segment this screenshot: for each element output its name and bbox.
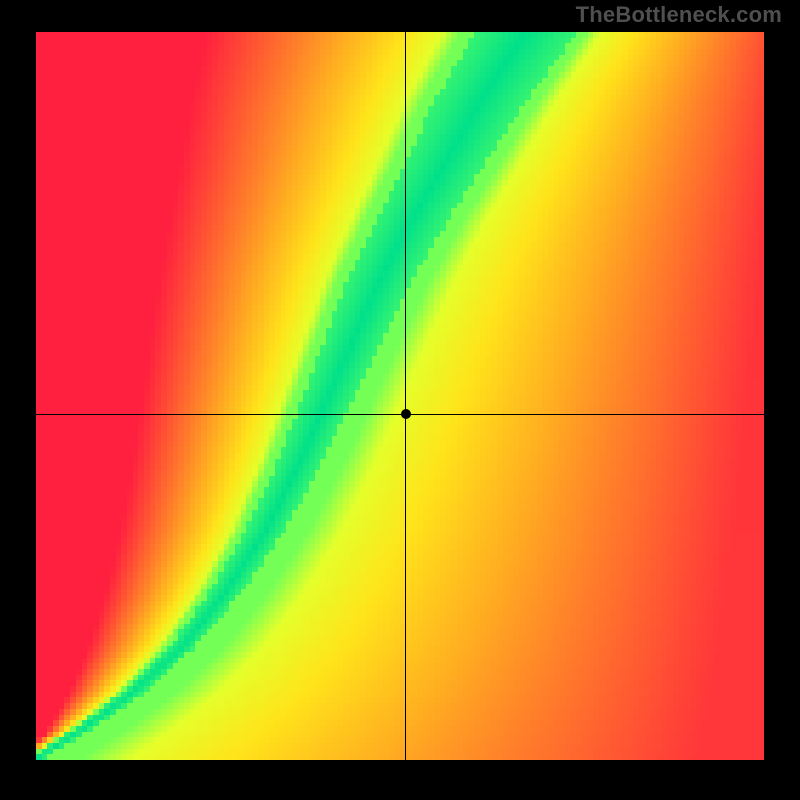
center-marker (401, 409, 411, 419)
heatmap-plot (36, 32, 764, 760)
figure-frame: TheBottleneck.com (0, 0, 800, 800)
watermark-text: TheBottleneck.com (576, 2, 782, 28)
heatmap-canvas (36, 32, 764, 760)
crosshair-vertical (405, 32, 406, 760)
